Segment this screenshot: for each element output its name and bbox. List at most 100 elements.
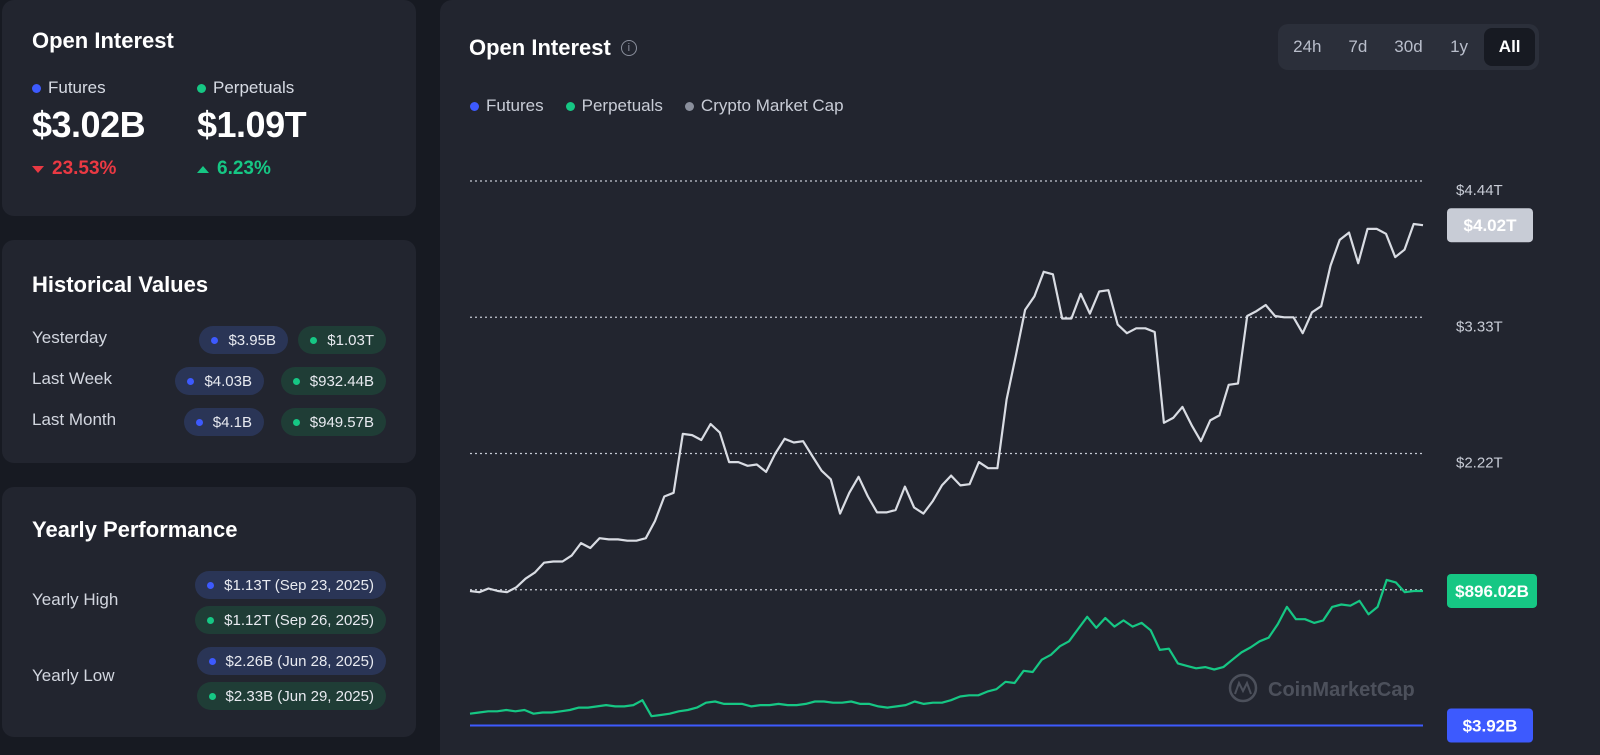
futures-change-text: 23.53% xyxy=(52,158,117,179)
y-axis-ticks: $1.11T$2.22T$3.33T$4.44T xyxy=(1456,182,1503,608)
last-month-futures-pill: $4.1B xyxy=(183,408,264,436)
y-tick-label: $3.33T xyxy=(1456,318,1503,335)
legend-perpetuals-label: Perpetuals xyxy=(581,96,663,115)
perpetuals-dot-icon xyxy=(207,616,215,624)
chart-legend: Futures Perpetuals Crypto Market Cap xyxy=(470,96,866,116)
futures-dot-icon xyxy=(211,336,219,344)
triangle-down-icon xyxy=(32,165,44,173)
range-button-24h[interactable]: 24h xyxy=(1293,37,1322,56)
perpetuals-label: Perpetuals xyxy=(197,78,306,98)
futures-dot-icon xyxy=(470,101,479,111)
futures-label-text: Futures xyxy=(48,78,106,97)
historical-values-title: Historical Values xyxy=(32,272,209,297)
range-button-1y[interactable]: 1y xyxy=(1450,37,1469,56)
last-week-futures-value: $4.03B xyxy=(204,372,252,390)
yearly-performance-title: Yearly Performance xyxy=(32,517,238,542)
yesterday-futures-value: $3.95B xyxy=(228,331,276,349)
perpetuals-dot-icon xyxy=(565,101,575,111)
current-value-labels: $4.02T $896.02B $3.92B xyxy=(1447,208,1537,743)
historical-row-label-yesterday: Yesterday xyxy=(32,328,107,347)
watermark-text: CoinMarketCap xyxy=(1268,679,1415,701)
badge-background xyxy=(1447,208,1533,243)
perpetuals-dot-icon xyxy=(292,418,300,426)
triangle-up-icon xyxy=(197,165,209,173)
legend-item-perpetuals[interactable]: Perpetuals xyxy=(565,96,663,116)
futures-dot-icon xyxy=(32,83,41,93)
current-value-badge-perpetuals: $896.02B xyxy=(1447,573,1537,608)
legend-futures-label: Futures xyxy=(486,96,544,115)
range-button-7d[interactable]: 7d xyxy=(1348,37,1368,56)
futures-dot-icon xyxy=(195,418,203,426)
yearly-high-perpetuals-pill: $1.12T (Sep 26, 2025) xyxy=(195,606,386,634)
chart-series xyxy=(469,222,1424,727)
yearly-low-perpetuals-pill: $2.33B (Jun 29, 2025) xyxy=(196,682,386,710)
historical-values-card: Historical Values Yesterday $3.95B $1.03… xyxy=(2,240,416,463)
futures-value: $3.02B xyxy=(32,104,146,145)
range-button-all[interactable]: All xyxy=(1484,28,1535,66)
perpetuals-label-text: Perpetuals xyxy=(213,78,295,97)
coinmarketcap-watermark: CoinMarketCap xyxy=(1228,673,1415,703)
series-line-perpetuals xyxy=(469,578,1423,718)
coinmarketcap-logo-mark xyxy=(1234,680,1252,695)
last-week-perpetuals-value: $932.44B xyxy=(309,372,374,390)
chart-title-text: Open Interest xyxy=(469,35,611,60)
range-button-30d[interactable]: 30d xyxy=(1394,37,1423,56)
series-line-crypto-market-cap xyxy=(469,222,1424,594)
historical-row-label-last-month: Last Month xyxy=(32,410,117,429)
badge-background xyxy=(1447,573,1537,608)
legend-market-cap-label: Crypto Market Cap xyxy=(700,96,844,115)
legend-item-futures[interactable]: Futures xyxy=(470,96,544,116)
badge-background xyxy=(1447,708,1533,743)
futures-dot-icon xyxy=(187,377,195,385)
yearly-high-perpetuals-value: $1.12T (Sep 26, 2025) xyxy=(224,611,374,629)
perpetuals-dot-icon xyxy=(310,336,318,344)
yearly-low-futures-value: $2.26B (Jun 28, 2025) xyxy=(225,652,374,670)
current-value-badge-futures: $3.92B xyxy=(1447,708,1533,743)
perpetuals-change: 6.23% xyxy=(197,158,306,180)
yesterday-perpetuals-pill: $1.03T xyxy=(298,326,386,354)
yesterday-perpetuals-value: $1.03T xyxy=(327,331,374,349)
chart-title: Open Interest i xyxy=(469,35,637,61)
open-interest-card-title: Open Interest xyxy=(32,28,174,53)
badge-text: $4.02T xyxy=(1464,216,1518,235)
last-month-perpetuals-value: $949.57B xyxy=(309,413,374,431)
perpetuals-summary: Perpetuals $1.09T 6.23% xyxy=(197,78,307,180)
y-tick-label: $2.22T xyxy=(1456,455,1503,472)
badge-text: $3.92B xyxy=(1463,717,1518,736)
coinmarketcap-logo-icon xyxy=(1228,673,1258,703)
market-cap-dot-icon xyxy=(684,101,694,111)
time-range-selector: 24h 7d 30d 1y All xyxy=(1278,24,1539,70)
open-interest-line-chart[interactable]: CoinMarketCap $1.11T$2.22T$3.33T$4.44T $… xyxy=(440,0,1600,755)
yearly-low-label: Yearly Low xyxy=(32,666,115,685)
last-week-futures-pill: $4.03B xyxy=(175,367,264,395)
historical-row-label-last-week: Last Week xyxy=(32,369,113,388)
yesterday-futures-pill: $3.95B xyxy=(199,326,288,354)
open-interest-card: Open Interest Futures $3.02B 23.53% Perp… xyxy=(2,0,416,216)
badge-text: $896.02B xyxy=(1455,582,1529,601)
current-value-badge-crypto-market-cap: $4.02T xyxy=(1447,208,1533,243)
last-month-perpetuals-pill: $949.57B xyxy=(280,408,386,436)
yearly-low-futures-pill: $2.26B (Jun 28, 2025) xyxy=(196,647,386,675)
yearly-performance-card: Yearly Performance Yearly High $1.13T (S… xyxy=(2,487,416,737)
perpetuals-dot-icon xyxy=(197,83,206,93)
last-week-perpetuals-pill: $932.44B xyxy=(280,367,386,395)
perpetuals-dot-icon xyxy=(292,377,300,385)
yearly-low-perpetuals-value: $2.33B (Jun 29, 2025) xyxy=(225,687,374,705)
yearly-high-label: Yearly High xyxy=(32,590,119,609)
perpetuals-change-text: 6.23% xyxy=(217,158,271,179)
info-icon[interactable]: i xyxy=(620,40,637,56)
futures-dot-icon xyxy=(208,657,216,665)
last-month-futures-value: $4.1B xyxy=(212,413,252,431)
perpetuals-dot-icon xyxy=(208,692,216,700)
open-interest-chart-panel: Open Interest i 24h 7d 30d 1y All Future… xyxy=(440,0,1600,755)
futures-summary: Futures $3.02B 23.53% xyxy=(32,78,146,180)
yearly-high-futures-value: $1.13T (Sep 23, 2025) xyxy=(224,576,374,594)
y-tick-label: $4.44T xyxy=(1456,182,1503,199)
futures-dot-icon xyxy=(207,581,215,589)
perpetuals-value: $1.09T xyxy=(197,104,307,145)
yearly-high-futures-pill: $1.13T (Sep 23, 2025) xyxy=(195,571,386,599)
futures-label: Futures xyxy=(32,78,145,98)
chart-grid xyxy=(470,180,1423,591)
legend-item-market-cap[interactable]: Crypto Market Cap xyxy=(684,96,844,116)
futures-change: 23.53% xyxy=(32,158,145,180)
